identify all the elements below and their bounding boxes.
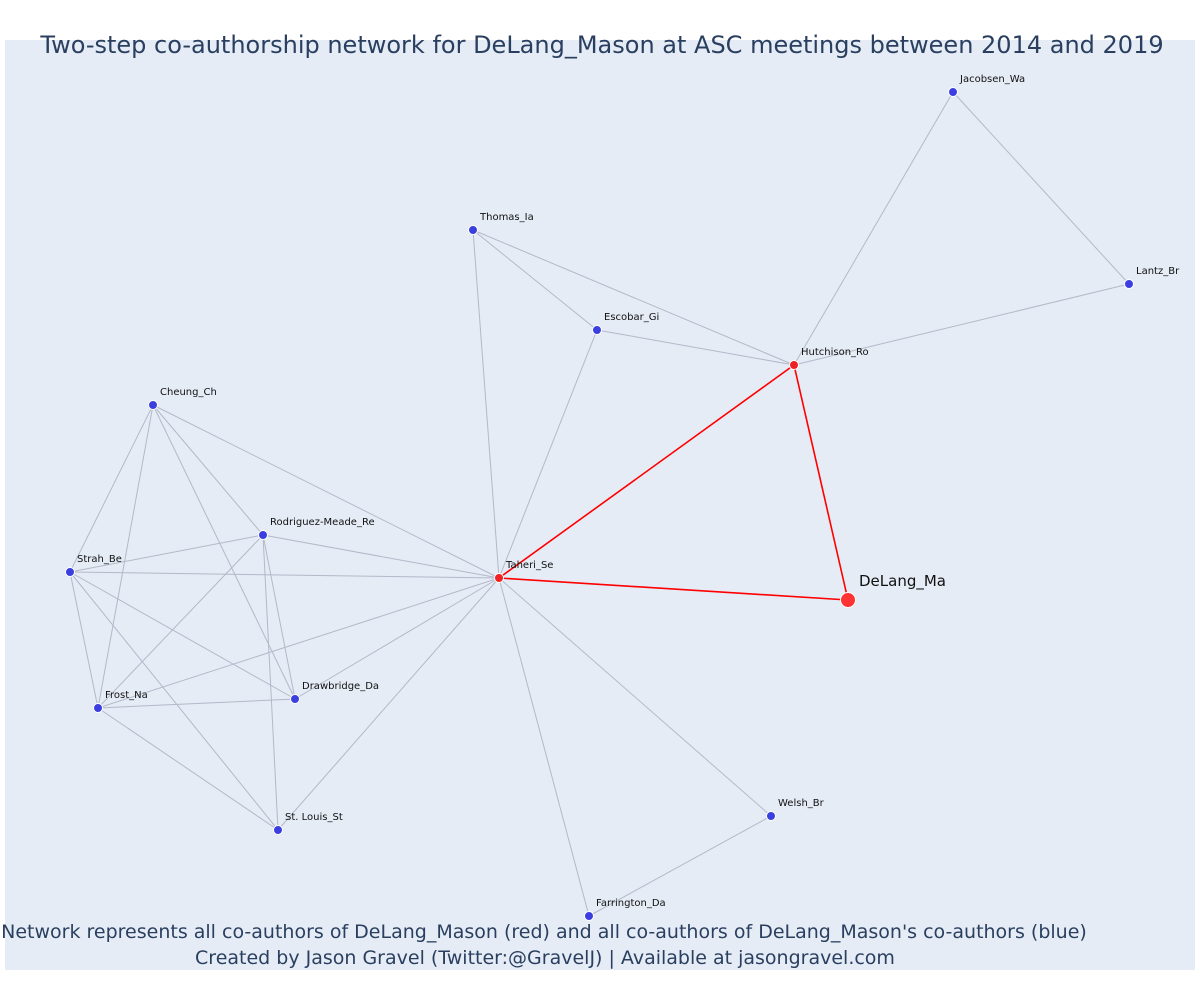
- edge-thomas-ia-taheri-se: [472, 229, 500, 579]
- node-jacobsen-wa[interactable]: [948, 87, 958, 97]
- node-escobar-gi[interactable]: [592, 325, 602, 335]
- edge-rodriguez-meade-re-frost-na: [97, 534, 264, 709]
- edge-strah-be-st-louis-st: [69, 571, 279, 831]
- node-label-taheri-se: Taheri_Se: [505, 560, 553, 571]
- edge-escobar-gi-taheri-se: [498, 329, 598, 579]
- edge-strah-be-taheri-se: [69, 571, 500, 579]
- edge-hutchison-ro-jacobsen-wa: [793, 91, 954, 366]
- edge-cheung-ch-strah-be: [69, 404, 154, 573]
- nodes-layer: [65, 87, 1134, 921]
- edge-cheung-ch-rodriguez-meade-re: [152, 404, 264, 536]
- edge-cheung-ch-drawbridge-da: [152, 404, 296, 700]
- edge-strah-be-frost-na: [69, 571, 99, 709]
- edge-frost-na-taheri-se: [97, 577, 500, 709]
- node-welsh-br[interactable]: [766, 811, 776, 821]
- node-label-escobar-gi: Escobar_Gi: [604, 312, 659, 323]
- node-taheri-se[interactable]: [494, 573, 504, 583]
- node-label-drawbridge-da: Drawbridge_Da: [302, 681, 379, 692]
- edge-hutchison-ro-delang-ma: [793, 364, 849, 601]
- node-hutchison-ro[interactable]: [789, 360, 799, 370]
- edge-strah-be-drawbridge-da: [69, 571, 296, 700]
- node-label-farrington-da: Farrington_Da: [596, 898, 666, 909]
- edge-cheung-ch-taheri-se: [152, 404, 500, 579]
- node-delang-ma[interactable]: [840, 592, 856, 608]
- node-label-delang-ma: DeLang_Ma: [859, 572, 946, 591]
- node-strah-be[interactable]: [65, 567, 75, 577]
- node-label-thomas-ia: Thomas_Ia: [479, 212, 534, 223]
- edge-frost-na-st-louis-st: [97, 707, 279, 831]
- node-label-rodriguez-meade-re: Rodriguez-Meade_Re: [270, 517, 375, 528]
- edge-taheri-se-delang-ma: [498, 577, 849, 601]
- node-lantz-br[interactable]: [1124, 279, 1134, 289]
- node-label-st-louis-st: St. Louis_St: [285, 812, 343, 823]
- node-label-hutchison-ro: Hutchison_Ro: [801, 347, 869, 358]
- node-frost-na[interactable]: [93, 703, 103, 713]
- edge-taheri-se-welsh-br: [498, 577, 772, 817]
- edge-cheung-ch-frost-na: [97, 404, 154, 709]
- edge-welsh-br-farrington-da: [588, 815, 772, 917]
- node-farrington-da[interactable]: [584, 911, 594, 921]
- edge-taheri-se-hutchison-ro: [498, 364, 795, 579]
- edge-rodriguez-meade-re-strah-be: [69, 534, 264, 573]
- edge-hutchison-ro-lantz-br: [793, 283, 1130, 366]
- node-label-lantz-br: Lantz_Br: [1136, 266, 1180, 277]
- edge-thomas-ia-hutchison-ro: [472, 229, 795, 366]
- caption-line-1: Network represents all co-authors of DeL…: [1, 921, 1087, 943]
- edge-escobar-gi-hutchison-ro: [596, 329, 795, 366]
- edge-rodriguez-meade-re-st-louis-st: [262, 534, 279, 831]
- labels-layer: DeLang_Ma Taheri_Se Hutchison_Ro Jacobsen_W…: [77, 74, 1180, 909]
- caption-line-2: Created by Jason Gravel (Twitter:@Gravel…: [195, 947, 895, 969]
- node-cheung-ch[interactable]: [148, 400, 158, 410]
- edge-taheri-se-farrington-da: [498, 577, 590, 917]
- edge-st-louis-st-taheri-se: [277, 577, 500, 831]
- edge-frost-na-drawbridge-da: [97, 698, 296, 709]
- node-label-welsh-br: Welsh_Br: [778, 798, 825, 809]
- node-label-strah-be: Strah_Be: [77, 554, 122, 565]
- edge-rodriguez-meade-re-drawbridge-da: [262, 534, 296, 700]
- node-label-frost-na: Frost_Na: [105, 690, 148, 701]
- node-drawbridge-da[interactable]: [290, 694, 300, 704]
- edge-thomas-ia-escobar-gi: [472, 229, 598, 331]
- node-thomas-ia[interactable]: [468, 225, 478, 235]
- node-label-jacobsen-wa: Jacobsen_Wa: [959, 74, 1025, 85]
- edges-layer: [69, 91, 1130, 917]
- edge-drawbridge-da-taheri-se: [294, 577, 500, 700]
- node-rodriguez-meade-re[interactable]: [258, 530, 268, 540]
- node-label-cheung-ch: Cheung_Ch: [160, 387, 217, 398]
- edge-jacobsen-wa-lantz-br: [952, 91, 1130, 285]
- node-st-louis-st[interactable]: [273, 825, 283, 835]
- edge-rodriguez-meade-re-taheri-se: [262, 534, 500, 579]
- diagram-title: Two-step co-authorship network for DeLan…: [39, 31, 1163, 59]
